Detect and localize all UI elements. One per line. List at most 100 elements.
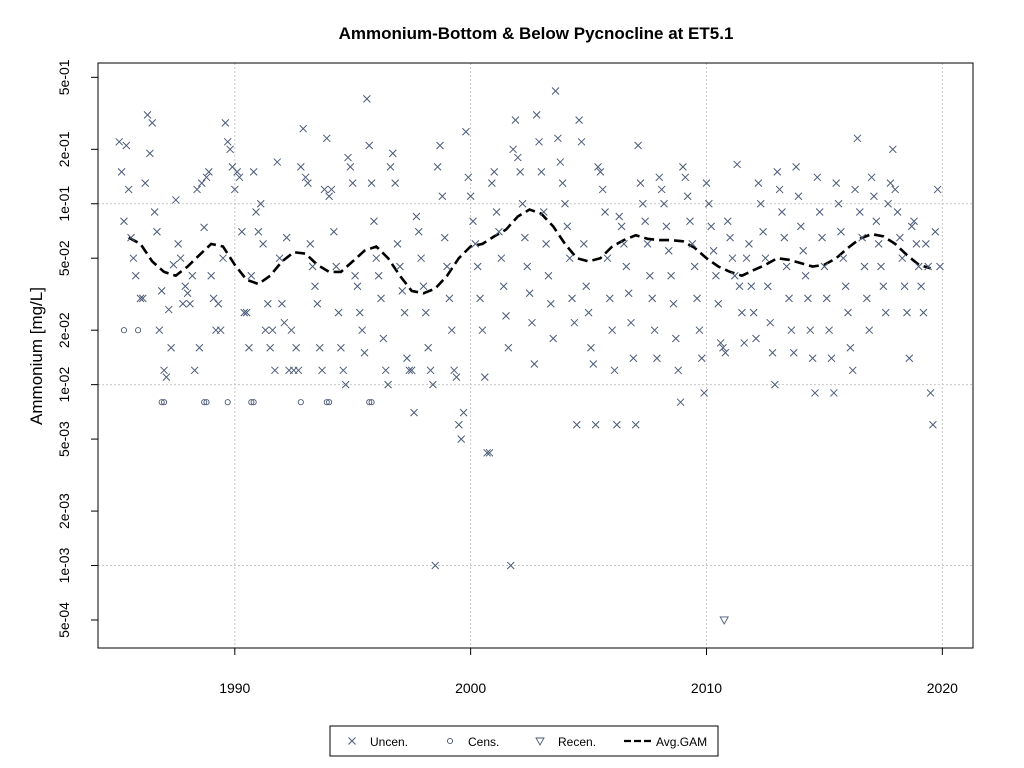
y-tick-label: 1e-03: [56, 547, 72, 583]
uncensored-point: [884, 199, 892, 208]
uncensored-point: [589, 360, 598, 368]
uncensored-point: [261, 326, 270, 335]
uncensored-point: [877, 262, 885, 271]
uncensored-point: [419, 282, 428, 291]
uncensored-point: [891, 185, 900, 194]
uncensored-point: [365, 141, 374, 150]
censored-point: [297, 399, 304, 406]
uncensored-point: [556, 158, 565, 166]
uncensored-point: [240, 308, 249, 317]
uncensored-point: [155, 326, 164, 335]
uncensored-point: [749, 308, 758, 317]
uncensored-point: [452, 373, 461, 382]
uncensored-point: [610, 366, 619, 375]
uncensored-point: [598, 185, 607, 194]
uncensored-point: [638, 199, 647, 208]
censored-point: [201, 399, 208, 406]
uncensored-point: [806, 326, 815, 335]
uncensored-point: [794, 192, 803, 201]
uncensored-point: [643, 240, 652, 248]
uncensored-point: [827, 354, 836, 363]
uncensored-point: [624, 289, 633, 298]
uncensored-point: [587, 343, 595, 352]
uncensored-point: [785, 294, 793, 303]
uncensored-point: [664, 246, 673, 255]
uncensored-point: [907, 222, 916, 231]
uncensored-point: [273, 158, 282, 166]
uncensored-point: [197, 179, 206, 187]
uncensored-point: [761, 254, 770, 263]
uncensored-point: [219, 254, 227, 263]
uncensored-point: [763, 282, 772, 291]
uncensored-point: [863, 294, 871, 303]
uncensored-point: [391, 179, 400, 187]
uncensored-point: [202, 173, 211, 182]
uncensored-point: [872, 217, 881, 226]
uncensored-point: [221, 119, 230, 127]
uncensored-point: [532, 111, 541, 119]
uncensored-point: [546, 299, 555, 308]
x-tick-label: 2010: [691, 680, 722, 696]
uncensored-point: [780, 233, 789, 242]
uncensored-point: [865, 326, 874, 335]
uncensored-point: [702, 179, 711, 187]
legend-box: [329, 725, 719, 757]
uncensored-point: [844, 308, 852, 317]
uncensored-point: [256, 199, 265, 208]
uncensored-point: [346, 162, 355, 171]
uncensored-point: [329, 227, 338, 236]
uncensored-point: [881, 308, 890, 317]
uncensored-point: [115, 137, 124, 146]
uncensored-point: [367, 179, 376, 187]
uncensored-point: [829, 389, 838, 397]
uncensored-point: [801, 271, 810, 280]
uncensored-point: [641, 217, 650, 226]
censored-point: [326, 399, 333, 406]
x-tick-label: 2020: [927, 680, 958, 696]
uncensored-point: [921, 240, 930, 248]
uncensored-point: [247, 271, 256, 280]
uncensored-point: [697, 354, 706, 363]
legend: Uncen. Cens. Recen. Avg.GAM: [329, 725, 719, 757]
uncensored-point: [898, 254, 907, 263]
uncensored-point: [120, 217, 128, 226]
uncensored-point: [245, 343, 253, 352]
uncensored-point: [233, 168, 242, 176]
uncensored-point: [457, 435, 466, 443]
uncensored-point: [752, 334, 760, 343]
uncensored-point: [608, 326, 617, 335]
uncensored-point: [179, 299, 187, 308]
uncensored-point: [292, 343, 300, 352]
uncensored-point: [853, 134, 862, 143]
uncensored-point: [190, 366, 199, 375]
x-tick-label: 2000: [455, 680, 486, 696]
uncensored-point: [712, 271, 720, 280]
uncensored-point: [488, 179, 496, 187]
uncensored-point: [579, 240, 588, 248]
uncensored-point: [558, 179, 567, 187]
uncensored-point: [235, 173, 244, 182]
uncensored-point: [271, 366, 279, 375]
uncensored-point: [153, 227, 161, 236]
uncensored-point: [421, 308, 430, 317]
uncensored-point: [438, 192, 447, 201]
uncensored-point: [499, 282, 508, 291]
uncensored-point: [195, 343, 204, 352]
uncensored-point: [478, 326, 487, 335]
censored-point: [135, 327, 142, 334]
uncensored-point: [160, 366, 168, 375]
legend-label: Uncen.: [370, 735, 408, 749]
uncensored-point: [320, 185, 329, 194]
uncensored-point: [129, 254, 138, 263]
uncensored-point: [912, 240, 921, 248]
uncensored-point: [775, 185, 784, 194]
uncensored-point: [490, 168, 499, 176]
uncensored-point: [929, 420, 937, 429]
uncensored-point: [254, 227, 263, 236]
uncensored-point: [242, 308, 251, 317]
uncensored-point: [150, 208, 159, 216]
uncensored-point: [379, 334, 388, 343]
uncensored-point: [122, 141, 131, 150]
uncensored-point: [584, 308, 593, 317]
